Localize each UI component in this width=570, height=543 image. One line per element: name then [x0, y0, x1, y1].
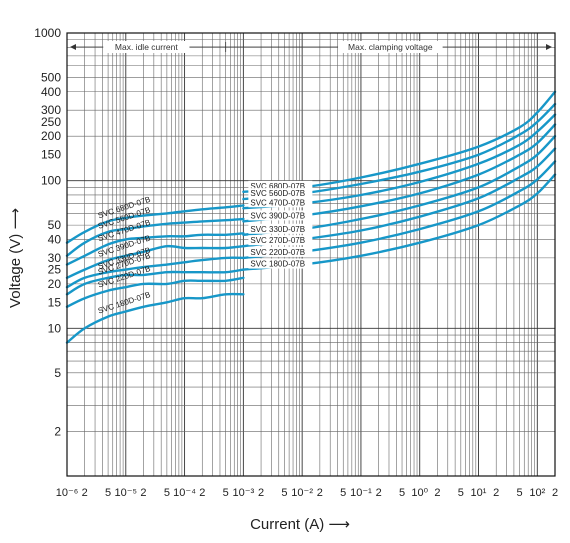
x-tick-label: 10¹ — [471, 487, 487, 499]
x-tick-label: 2 — [552, 487, 558, 499]
annotation-idle-current-bg — [103, 41, 190, 53]
y-tick-label: 1000 — [34, 26, 61, 40]
y-tick-label: 400 — [41, 85, 61, 99]
series-idle-curve — [65, 204, 245, 244]
curve-label-bg — [248, 235, 313, 246]
y-tick-label: 25 — [48, 263, 62, 277]
series-idle-curve — [65, 268, 245, 296]
y-tick-label: 200 — [41, 129, 61, 143]
curve-label-clamp: SVC 330D-07B — [250, 225, 305, 234]
x-tick-label: 2 — [317, 487, 323, 499]
annotation-clamping-voltage-bg — [338, 41, 443, 53]
y-tick-label: 150 — [41, 148, 61, 162]
curve-label-bg — [248, 210, 313, 221]
annotation-arrow-right — [546, 44, 552, 50]
x-tick-label: 5 — [164, 487, 170, 499]
x-tick-label: 10⁻² — [291, 487, 313, 499]
y-tick-label: 20 — [48, 277, 62, 291]
x-tick-label: 2 — [434, 487, 440, 499]
x-tick-label: 10⁻³ — [233, 487, 255, 499]
y-tick-label: 250 — [41, 115, 61, 129]
curve-label-bg — [248, 180, 313, 191]
x-tick-label: 5 — [340, 487, 346, 499]
y-tick-label: 500 — [41, 70, 61, 84]
curve-label-clamp: SVC 470D-07B — [250, 198, 305, 207]
x-tick-label: 2 — [140, 487, 146, 499]
annotations-group: Max. idle current Max. clamping voltage — [70, 41, 552, 53]
curve-label-clamp: SVC 680D-07B — [250, 182, 305, 191]
curve-label-clamp: SVC 270D-07B — [250, 236, 305, 245]
curve-label-bg — [248, 246, 313, 257]
series-idle-curve — [65, 256, 245, 289]
x-tick-label: 5 — [399, 487, 405, 499]
x-tick-label: 5 — [517, 487, 523, 499]
x-tick-label: 5 — [105, 487, 111, 499]
y-tick-label: 100 — [41, 174, 61, 188]
x-axis-label: Current (A) ⟶ — [250, 516, 350, 533]
y-tick-label: 30 — [48, 251, 62, 265]
annotation-clamping-voltage: Max. clamping voltage — [348, 42, 433, 52]
x-tick-label: 10² — [529, 487, 545, 499]
x-tick-label: 5 — [223, 487, 229, 499]
y-tick-label: 50 — [48, 218, 62, 232]
x-tick-label: 5 — [281, 487, 287, 499]
x-tick-label: 2 — [258, 487, 264, 499]
series-idle-curve — [65, 244, 245, 279]
y-tick-label: 2 — [54, 425, 61, 439]
x-tick-label: 10⁻⁶ — [56, 487, 79, 499]
series-idle-curve — [65, 276, 245, 308]
plot-frame — [66, 32, 556, 477]
curve-label-bg — [248, 188, 313, 199]
y-axis-label: Voltage (V) ⟶ — [7, 208, 24, 308]
y-tick-label: 5 — [54, 366, 61, 380]
x-tick-label: 10⁻⁴ — [173, 487, 196, 499]
x-tick-label: 2 — [493, 487, 499, 499]
x-tick-label: 10⁰ — [411, 487, 428, 499]
curve-label-clamp: SVC 180D-07B — [250, 260, 305, 269]
x-tick-label: 2 — [376, 487, 382, 499]
curve-label-bg — [248, 223, 313, 234]
curve-label-bg — [248, 258, 313, 269]
x-axis-ticks: 10⁻⁶ 2 5 10⁻⁵ 2 5 10⁻⁴ 2 5 10⁻³ 2 5 10⁻² 2 5 10⁻¹ 2 5 10⁰ 2… — [56, 487, 558, 499]
series-idle-curve — [65, 232, 245, 266]
y-tick-label: 40 — [48, 232, 62, 246]
y-tick-label: 15 — [48, 295, 62, 309]
x-tick-label: 10⁻⁵ — [114, 487, 137, 499]
x-tick-label: 5 — [458, 487, 464, 499]
series-idle-curve — [65, 292, 245, 344]
x-tick-label: 2 — [199, 487, 205, 499]
curve-label-bg — [248, 197, 313, 208]
y-tick-label: 300 — [41, 103, 61, 117]
series-idle-curve — [65, 217, 245, 257]
curve-label-clamp: SVC 390D-07B — [250, 211, 305, 220]
y-tick-label: 10 — [48, 321, 62, 335]
x-tick-label: 2 — [82, 487, 88, 499]
curve-label-clamp: SVC 560D-07B — [250, 189, 305, 198]
x-tick-label: 10⁻¹ — [350, 487, 372, 499]
annotation-arrow-left — [70, 44, 76, 50]
annotation-idle-current: Max. idle current — [115, 42, 178, 52]
curve-label-clamp: SVC 220D-07B — [250, 248, 305, 257]
